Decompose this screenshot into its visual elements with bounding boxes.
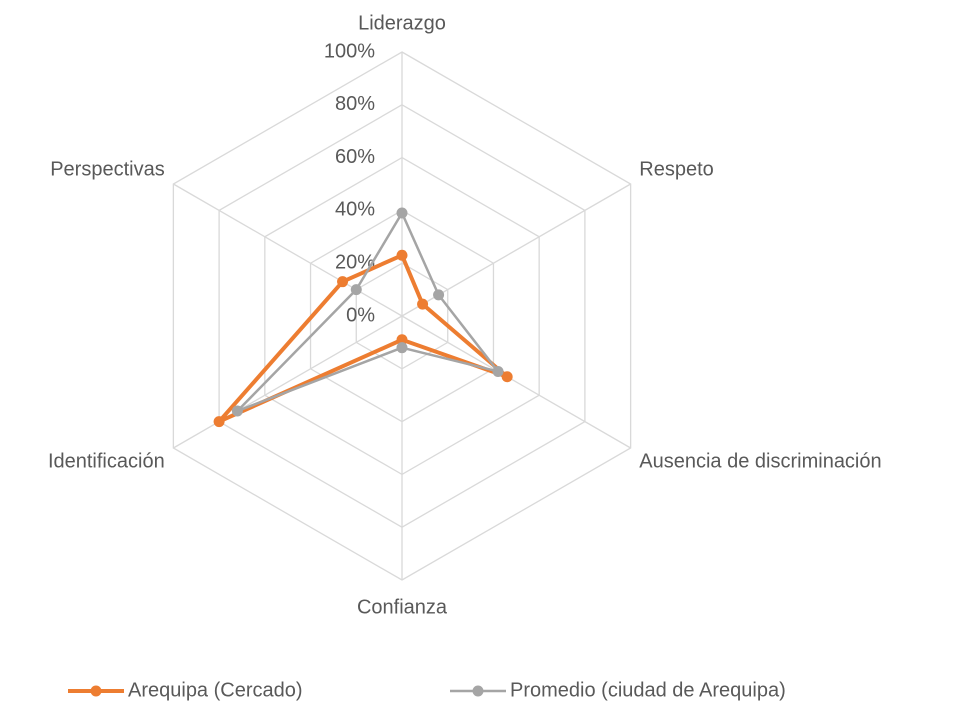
series-point <box>213 416 225 428</box>
r-tick-label: 0% <box>346 304 375 326</box>
series-point <box>433 289 445 301</box>
series-point <box>417 298 429 310</box>
category-label: Respeto <box>639 158 714 180</box>
r-tick-label: 60% <box>335 146 375 168</box>
category-label: Perspectivas <box>50 158 165 180</box>
category-label: Liderazgo <box>358 12 446 34</box>
r-tick-label: 40% <box>335 199 375 221</box>
r-tick-label: 100% <box>324 40 375 62</box>
spoke <box>173 183 403 317</box>
category-label: Confianza <box>357 596 448 618</box>
series-point <box>396 342 408 354</box>
r-tick-label: 80% <box>335 93 375 115</box>
spoke <box>401 315 631 449</box>
series-point <box>396 334 408 346</box>
series-point <box>501 371 513 383</box>
category-label: Identificación <box>48 450 165 472</box>
series-point <box>337 276 349 288</box>
category-label: Ausencia de discriminación <box>639 450 881 472</box>
series-point <box>350 284 362 296</box>
spoke <box>173 315 403 449</box>
legend-marker <box>472 685 484 697</box>
series-point <box>396 249 408 261</box>
legend-marker <box>90 685 102 697</box>
series-point <box>396 207 408 219</box>
legend-label: Promedio (ciudad de Arequipa) <box>510 679 786 701</box>
series-point <box>492 365 504 377</box>
legend-label: Arequipa (Cercado) <box>128 679 303 701</box>
r-tick-label: 20% <box>335 251 375 273</box>
series-point <box>231 405 243 417</box>
